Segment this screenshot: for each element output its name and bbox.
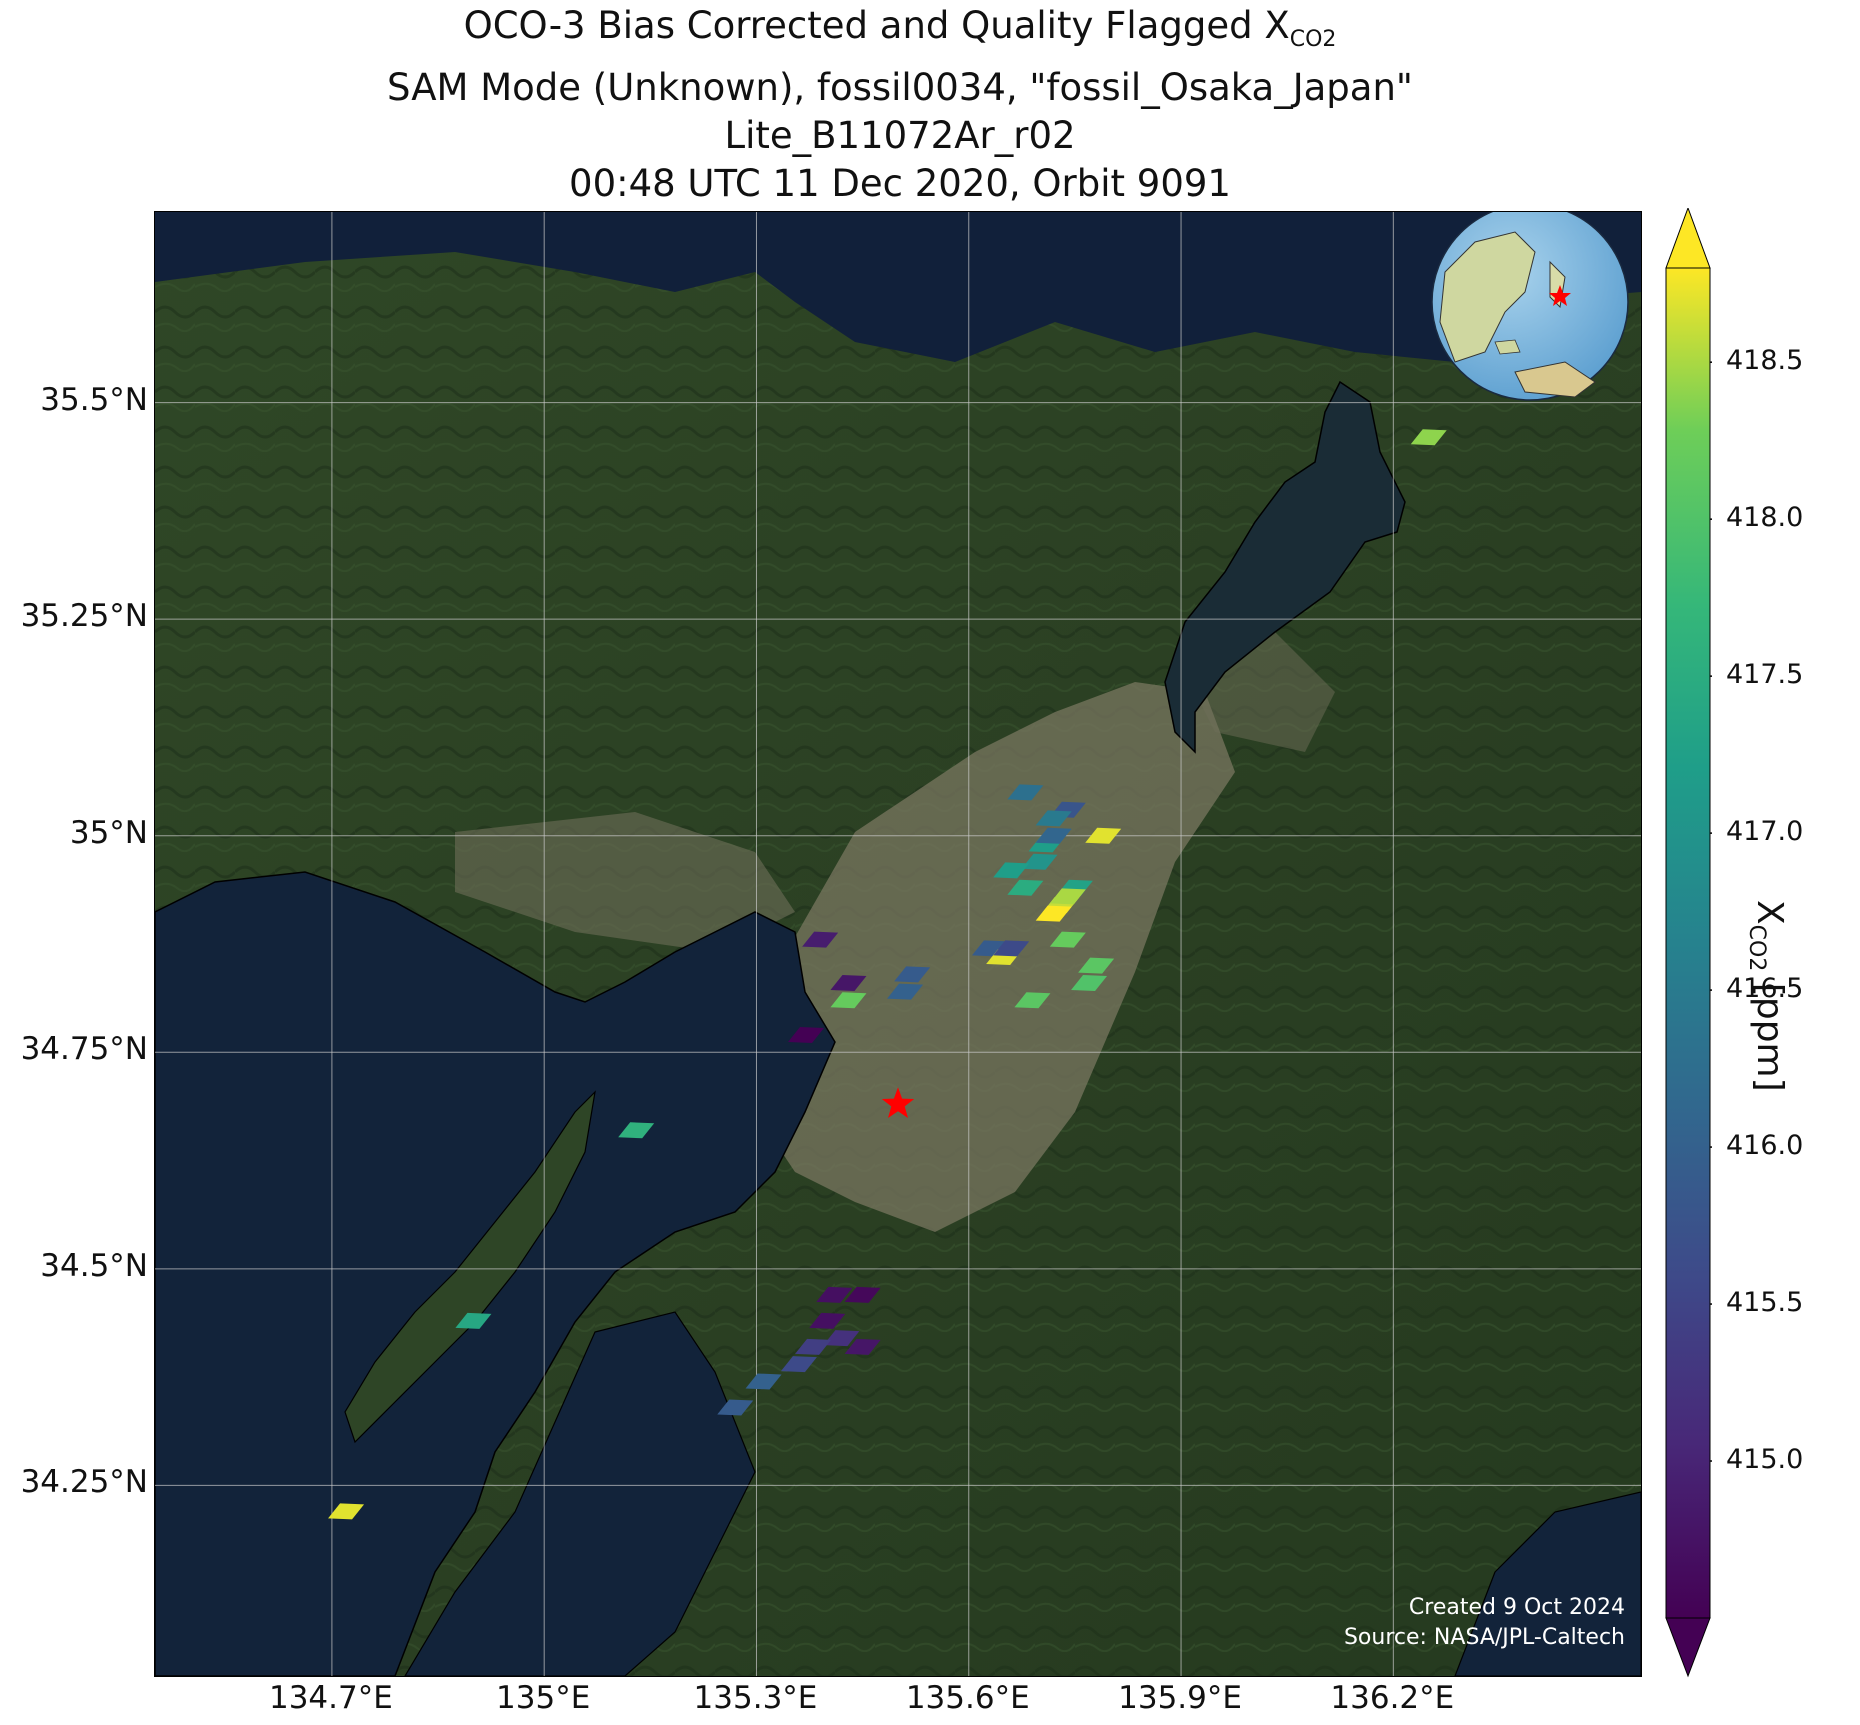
credit-source: Source: NASA/JPL-Caltech (1343, 1625, 1625, 1650)
colorbar-tick-label: 415.0 (1726, 1444, 1804, 1476)
sea-of-japan (155, 212, 1641, 362)
asia-landmass (1439, 231, 1536, 363)
xco2-sounding (1410, 429, 1447, 446)
colorbar-tick-label: 417.0 (1726, 816, 1804, 848)
lake-biwa (1164, 380, 1406, 754)
title-line-2: SAM Mode (Unknown), fossil0034, "fossil_… (387, 66, 1413, 109)
xco2-sounding (1007, 879, 1044, 896)
longitude-tick-label: 135.9°E (1118, 1680, 1242, 1716)
latitude-tick-label: 34.75°N (20, 1031, 148, 1068)
figure-title: OCO-3 Bias Corrected and Quality Flagged… (0, 2, 1800, 208)
colorbar-gradient (1665, 267, 1711, 1619)
xco2-sounding (1071, 974, 1108, 991)
australia-landmass (1514, 361, 1596, 398)
xco2-sounding (993, 862, 1030, 879)
longitude-tick-label: 134.7°E (268, 1680, 393, 1716)
map-panel: Created 9 Oct 2024 Source: NASA/JPL-Calt… (154, 211, 1642, 1677)
globe-inset-east-asia (1431, 212, 1629, 401)
latitude-tick-label: 35°N (69, 814, 148, 851)
xco2-sounding (455, 1312, 492, 1329)
xco2-sounding (1035, 810, 1072, 827)
xco2-sounding (844, 1338, 881, 1355)
title-line-1: OCO-3 Bias Corrected and Quality Flagged… (463, 4, 1337, 52)
xco2-sounding (1085, 827, 1122, 844)
xco2-sounding (816, 1286, 853, 1303)
ise-bay-edge (1454, 1491, 1641, 1676)
title-line-4: 00:48 UTC 11 Dec 2020, Orbit 9091 (569, 162, 1231, 205)
target-star-marker (881, 1087, 915, 1118)
xco2-sounding (844, 1286, 881, 1303)
xco2-sounding (802, 931, 839, 948)
xco2-sounding (830, 974, 867, 991)
xco2-sounding (780, 1356, 817, 1373)
longitude-tick-label: 135.3°E (693, 1680, 818, 1716)
xco2-sounding (717, 1399, 754, 1416)
xco2-sounding (1035, 905, 1072, 922)
colorbar-tick-label: 418.5 (1726, 345, 1804, 377)
colorbar-label: XCO2 [ppm] (1744, 900, 1790, 1092)
latitude-tick-label: 34.5°N (40, 1247, 148, 1284)
colorbar-extend-min (1665, 1617, 1711, 1678)
xco2-sounding (830, 992, 867, 1009)
satellite-map (155, 212, 1641, 1676)
latitude-tick-label: 34.25°N (20, 1464, 148, 1501)
xco2-sounding (1049, 888, 1086, 905)
kobe-urban-area (455, 812, 795, 952)
latitude-tick-label: 35.5°N (40, 381, 148, 418)
xco2-sounding (795, 1338, 832, 1355)
latitude-tick-label: 35.25°N (20, 598, 148, 635)
xco2-sounding (1035, 827, 1072, 844)
colorbar-tick-label: 417.5 (1726, 659, 1804, 691)
colorbar (1665, 208, 1712, 1678)
longitude-tick-label: 136.2°E (1330, 1680, 1455, 1716)
xco2-sounding (894, 966, 931, 983)
xco2-sounding (993, 940, 1030, 957)
xco2-sounding (1049, 931, 1086, 948)
colorbar-extend-max (1665, 208, 1711, 269)
xco2-sounding (823, 1330, 860, 1347)
xco2-sounding (745, 1373, 782, 1390)
xco2-sounding (328, 1503, 365, 1520)
colorbar-tick-label: 416.5 (1726, 973, 1804, 1005)
xco2-sounding (618, 1122, 655, 1139)
awaji-island (344, 1090, 596, 1444)
indonesia-landmass (1494, 339, 1521, 355)
xco2-sounding (788, 1026, 825, 1043)
title-line-3: Lite_B11072Ar_r02 (724, 114, 1076, 157)
colorbar-tick-label: 416.0 (1726, 1130, 1804, 1162)
xco2-sounding (1078, 957, 1115, 974)
xco2-sounding (1007, 784, 1044, 801)
credit-created: Created 9 Oct 2024 (1408, 1595, 1625, 1620)
xco2-sounding (1014, 992, 1051, 1009)
colorbar-tick-label: 415.5 (1726, 1287, 1804, 1319)
longitude-tick-label: 135.6°E (905, 1680, 1030, 1716)
xco2-sounding (809, 1312, 846, 1329)
xco2-sounding (887, 983, 924, 1000)
kii-channel (404, 1311, 756, 1676)
colorbar-tick-label: 418.0 (1726, 502, 1804, 534)
longitude-tick-label: 135°E (496, 1680, 591, 1716)
globe-target-star (1549, 285, 1571, 306)
xco2-sounding (1021, 853, 1058, 870)
